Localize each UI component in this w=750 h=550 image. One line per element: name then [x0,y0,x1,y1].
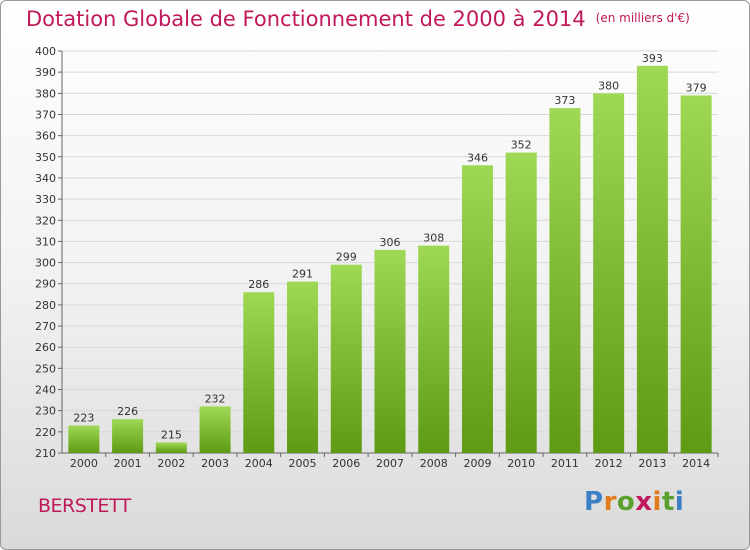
value-labels: 223 226 215 232 286 291 299 306 308 346 352 373 380 3… [73,52,706,442]
data-label: 232 [205,392,226,405]
data-label: 308 [423,232,444,245]
bar [549,108,581,453]
y-tick-label: 290 [35,278,56,291]
y-tick-label: 250 [35,362,56,375]
y-tick-label: 260 [35,341,56,354]
y-tick-label: 360 [35,130,56,143]
bar [243,292,275,453]
bar [680,95,712,453]
x-tick-label: 2012 [595,457,623,470]
data-label: 291 [292,268,313,281]
bars [68,65,712,454]
data-label: 226 [117,405,138,418]
y-tick-label: 270 [35,320,56,333]
x-tick-label: 2013 [638,457,666,470]
y-tick-label: 350 [35,151,56,164]
bar [461,165,493,453]
y-tick-label: 310 [35,235,56,248]
bar [636,65,668,454]
axes: 210 220 230 240 250 260 270 280 290 300 310 320 330 3… [35,45,719,470]
x-tick-label: 2001 [114,457,142,470]
y-tick-label: 330 [35,193,56,206]
data-label: 306 [380,236,401,249]
x-tick-label: 2002 [157,457,185,470]
proxiti-logo[interactable]: Proxiti [584,487,685,517]
chart-title: Dotation Globale de Fonctionnement de 20… [26,7,690,31]
data-label: 373 [554,94,575,107]
y-tick-label: 230 [35,405,56,418]
data-label: 299 [336,251,357,264]
bar [199,406,231,453]
x-tick-label: 2003 [201,457,229,470]
y-tick-label: 240 [35,384,56,397]
y-tick-label: 370 [35,108,56,121]
unit-note: (en milliers d'€) [595,11,690,25]
x-tick-label: 2014 [682,457,710,470]
data-label: 379 [686,81,707,94]
bar [287,281,319,453]
y-tick-label: 280 [35,299,56,312]
chart-title-text: Dotation Globale de Fonctionnement de 20… [26,7,586,31]
x-tick-label: 2006 [332,457,360,470]
x-tick-label: 2007 [376,457,404,470]
data-label: 223 [73,411,94,424]
y-tick-label: 300 [35,257,56,270]
bar [155,442,187,453]
x-tick-label: 2008 [420,457,448,470]
y-tick-label: 380 [35,87,56,100]
bar [418,245,450,453]
y-tick-label: 220 [35,426,56,439]
x-tick-label: 2004 [245,457,273,470]
x-tick-label: 2010 [507,457,535,470]
x-tick-label: 2011 [551,457,579,470]
bar [330,264,362,453]
y-tick-label: 390 [35,66,56,79]
bar [593,93,625,453]
bar [68,425,100,453]
data-label: 286 [248,278,269,291]
data-label: 215 [161,428,182,441]
x-tick-label: 2005 [289,457,317,470]
data-label: 393 [642,52,663,65]
city-name: BERSTETT [38,495,131,517]
data-label: 380 [598,79,619,92]
bar [505,152,537,453]
y-tick-label: 400 [35,45,56,58]
y-tick-label: 320 [35,214,56,227]
bar [374,249,406,453]
y-tick-label: 340 [35,172,56,185]
bar [112,419,144,453]
y-tick-label: 210 [35,447,56,460]
data-label: 352 [511,139,532,152]
x-tick-label: 2009 [463,457,491,470]
x-tick-label: 2000 [70,457,98,470]
data-label: 346 [467,151,488,164]
